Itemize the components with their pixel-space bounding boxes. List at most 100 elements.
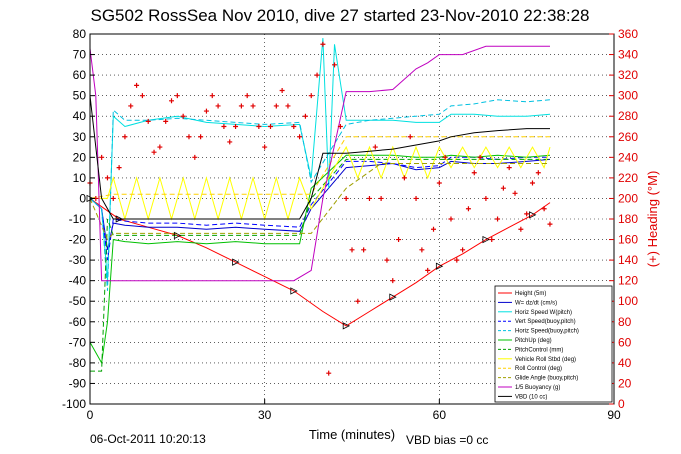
- heading-point: [291, 124, 297, 129]
- y-right-tick-label: 100: [618, 294, 638, 308]
- heading-point: [134, 82, 140, 88]
- heading-point: [384, 257, 390, 263]
- series-line-0: [89, 197, 551, 327]
- height-marker: [482, 235, 490, 244]
- legend-label-4: Horiz Speed(buoy,pitch): [515, 329, 579, 335]
- footer-vbd: VBD bias =0 cc: [406, 433, 488, 447]
- y-tick-label: 60: [73, 68, 87, 82]
- height-marker: [232, 258, 240, 266]
- heading-point: [425, 267, 431, 273]
- y-tick-label: -20: [69, 233, 87, 247]
- y-right-tick-label: 140: [618, 253, 638, 267]
- height-marker: [115, 215, 124, 223]
- y-tick-label: 10: [73, 171, 87, 185]
- y-right-tick-label: 160: [618, 233, 638, 247]
- heading-point: [518, 226, 524, 232]
- heading-point: [151, 149, 157, 155]
- heading-point: [128, 103, 134, 109]
- x-axis: 0 30 60 90: [87, 399, 621, 422]
- heading-point: [349, 247, 355, 253]
- heading-point: [163, 118, 169, 124]
- y-tick-label: 20: [73, 150, 87, 164]
- y-tick-label: -70: [69, 335, 87, 349]
- heading-point: [500, 185, 506, 191]
- x-tick-label: 0: [87, 408, 94, 422]
- y-right-tick-label: 120: [618, 274, 638, 288]
- heading-point: [366, 195, 372, 201]
- heading-point: [116, 165, 122, 171]
- y-right-tick-label: 280: [618, 109, 638, 123]
- series-line-8: [89, 136, 550, 199]
- heading-point: [104, 175, 110, 181]
- y-right-tick-label: 80: [618, 315, 632, 329]
- y-axis-right: 3603403203002802602402202001801601401201…: [609, 27, 638, 411]
- series-line-4: [89, 99, 551, 291]
- heading-point: [262, 144, 268, 150]
- heading-point: [471, 170, 477, 176]
- heading-point: [489, 237, 495, 243]
- legend-label-2: Horiz Speed W(pitch): [515, 310, 572, 316]
- y-tick-label: -100: [62, 397, 86, 411]
- y-right-tick-label: 40: [618, 356, 632, 370]
- series-line-6: [90, 158, 550, 372]
- heading-point: [180, 113, 186, 119]
- x-tick-label: 30: [258, 408, 272, 422]
- heading-point: [541, 206, 547, 212]
- y-right-tick-label: 220: [618, 171, 638, 185]
- height-marker: [173, 231, 182, 240]
- heading-point: [297, 134, 303, 140]
- heading-point: [477, 154, 483, 160]
- heading-point: [273, 103, 279, 109]
- height-marker: [435, 262, 444, 270]
- y-tick-label: -10: [69, 212, 87, 226]
- y-right-tick-label: 320: [618, 68, 638, 82]
- legend-label-8: Roll Control (deg): [515, 366, 562, 372]
- series-line-9: [89, 163, 550, 241]
- legend-label-11: VBD (10 cc): [515, 394, 547, 400]
- y-right-tick-label: 200: [618, 191, 638, 205]
- heading-point: [407, 134, 413, 140]
- y-tick-label: 0: [79, 191, 86, 205]
- heading-point: [442, 154, 448, 160]
- heading-point: [308, 93, 314, 99]
- heading-point: [343, 195, 349, 201]
- heading-point: [139, 93, 145, 99]
- y-tick-label: 40: [73, 109, 87, 123]
- heading-point: [465, 206, 471, 212]
- y-right-tick-label: 180: [618, 212, 638, 226]
- legend-label-6: PitchControl (mm): [515, 347, 563, 353]
- y-axis-left: 80 70 60 50 40 30 20 10 0 -10 -20 -30 -40 -50 -60 -70 -8…: [62, 27, 95, 411]
- heading-point: [524, 211, 530, 217]
- heading-point: [413, 195, 419, 201]
- heading-point: [512, 190, 518, 196]
- heading-point: [355, 298, 361, 304]
- heading-point: [145, 118, 151, 124]
- legend-label-7: Vehicle Roll Stbd (deg): [515, 357, 576, 363]
- series-line-10: [89, 45, 550, 282]
- x-tick-label: 90: [607, 408, 621, 422]
- heading-point: [110, 195, 116, 201]
- heading-point: [361, 247, 367, 253]
- heading-point: [372, 144, 378, 150]
- legend: Height (5m) W= dz/dt (cm/s) Horiz Speed W(…: [494, 285, 613, 403]
- heading-point: [198, 134, 204, 140]
- heading-point: [483, 195, 489, 201]
- legend-label-5: PitchUp (deg): [515, 338, 552, 344]
- height-marker: [290, 287, 298, 295]
- y-tick-label: 80: [73, 27, 87, 41]
- series-line-11: [89, 95, 550, 220]
- heading-point: [233, 124, 239, 129]
- heading-point: [244, 93, 250, 99]
- heading-point: [495, 216, 501, 222]
- y-tick-label: -50: [69, 294, 87, 308]
- heading-point: [169, 98, 175, 104]
- legend-label-3: Vert Speed(buoy,pitch): [515, 319, 576, 325]
- heading-point: [529, 180, 535, 186]
- heading-point: [221, 124, 227, 129]
- legend-label-1: W= dz/dt (cm/s): [515, 300, 557, 306]
- heading-point: [157, 144, 163, 150]
- heading-point: [419, 247, 425, 253]
- y-right-tick-label: 60: [618, 335, 632, 349]
- heading-point: [547, 221, 553, 227]
